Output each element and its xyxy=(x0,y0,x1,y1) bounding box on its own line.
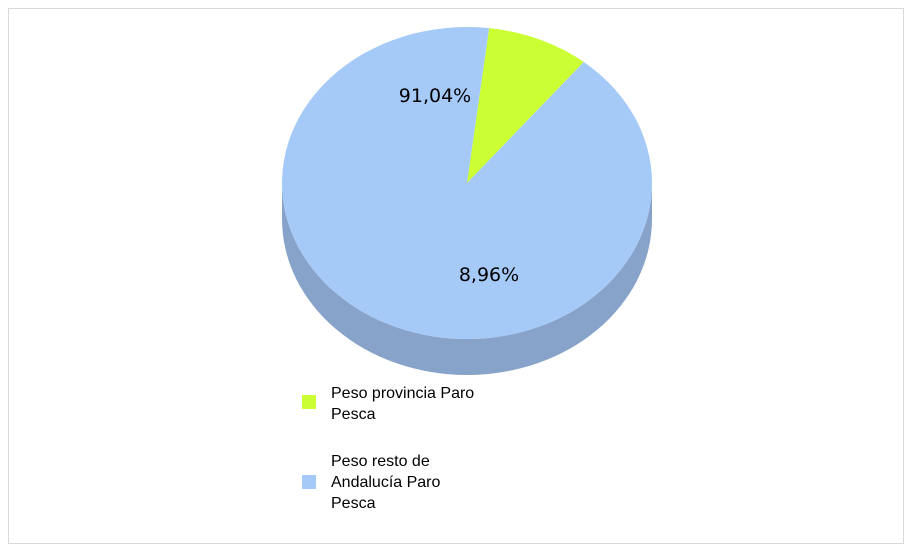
legend-label-peso-resto: Peso resto de Andalucía Paro Pesca xyxy=(331,453,441,512)
chart-area: 8,96% 91,04% Peso provincia Paro Pesca Pe… xyxy=(8,8,904,544)
pie-chart: 8,96% 91,04% xyxy=(282,26,652,375)
pie-layer xyxy=(282,26,652,375)
legend-label-peso-provincia: Peso provincia Paro Pesca xyxy=(331,385,475,423)
data-label-peso-provincia: 8,96% xyxy=(459,264,519,286)
legend-item-peso-resto: Peso resto de Andalucía Paro Pesca xyxy=(299,451,499,514)
legend-swatch-peso-resto xyxy=(302,475,316,489)
legend-swatch-peso-provincia xyxy=(302,395,316,409)
pie-slice-peso-resto xyxy=(282,26,652,339)
legend: Peso provincia Paro Pesca Peso resto de … xyxy=(299,383,499,514)
legend-item-peso-provincia: Peso provincia Paro Pesca xyxy=(299,383,499,425)
data-label-peso-resto: 91,04% xyxy=(399,85,471,107)
pie-slice-peso-provincia xyxy=(467,28,584,183)
pie-side-peso-resto xyxy=(282,183,652,375)
data-label-layer: 8,96% 91,04% xyxy=(399,85,519,286)
